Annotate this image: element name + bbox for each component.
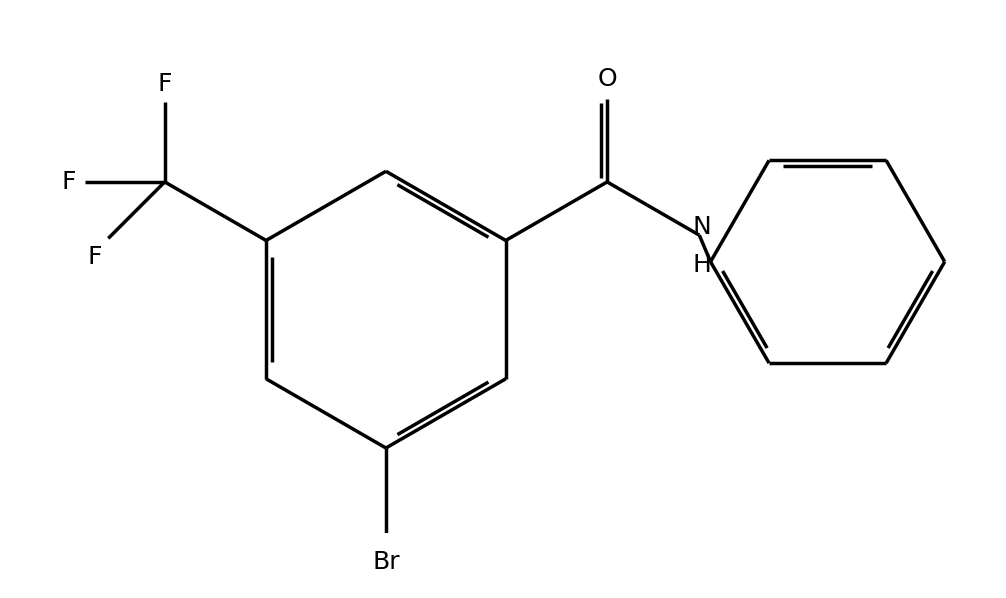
- Text: Br: Br: [372, 550, 399, 574]
- Text: F: F: [62, 170, 76, 194]
- Text: F: F: [88, 245, 102, 269]
- Text: H: H: [692, 253, 711, 277]
- Text: N: N: [692, 215, 711, 239]
- Text: F: F: [158, 72, 172, 96]
- Text: O: O: [598, 68, 617, 91]
